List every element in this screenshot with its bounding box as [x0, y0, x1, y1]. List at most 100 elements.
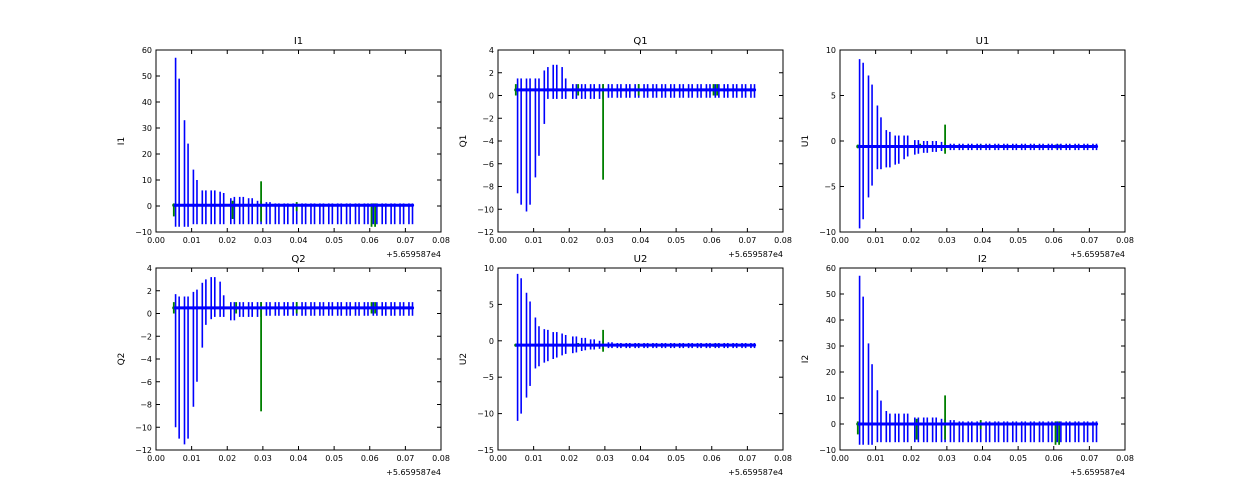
- y-tick-label: −4: [140, 355, 152, 364]
- y-tick-label: 30: [142, 124, 152, 133]
- y-tick-label: 60: [142, 46, 152, 55]
- x-tick-label: 0.05: [325, 454, 343, 463]
- x-tick-label: 0.00: [489, 454, 507, 463]
- y-tick-label: 2: [489, 69, 494, 78]
- x-tick-label: 0.06: [703, 236, 721, 245]
- x-offset-label: +5.659587e4: [1070, 468, 1125, 477]
- x-tick-label: 0.02: [902, 236, 920, 245]
- x-tick-label: 0.08: [1116, 454, 1134, 463]
- y-tick-label: 0: [831, 420, 836, 429]
- subplot-i1: 0.00 0.01 0.02 0.03 0.04 0.05 0.06 0.07 0.08 −10 0…: [117, 36, 450, 259]
- y-tick-label: 10: [826, 46, 836, 55]
- axes-frame: [497, 49, 784, 233]
- x-tick-label: 0.05: [667, 454, 685, 463]
- x-tick-label: 0.04: [632, 454, 650, 463]
- subplot-i2: 0.00 0.01 0.02 0.03 0.04 0.05 0.06 0.07 0.08 −10 0…: [801, 254, 1134, 477]
- y-tick-label: 60: [826, 264, 836, 273]
- y-tick-label: 0: [489, 92, 494, 101]
- y-tick-label: −10: [135, 228, 152, 237]
- y-tick-label: −2: [482, 114, 494, 123]
- x-tick-label: 0.03: [254, 236, 272, 245]
- subplot-q1: 0.00 0.01 0.02 0.03 0.04 0.05 0.06 0.07 0.08 −12 −…: [459, 36, 792, 259]
- x-tick-label: 0.06: [1045, 236, 1063, 245]
- x-tick-label: 0.01: [867, 236, 885, 245]
- chart-title: U1: [976, 36, 990, 47]
- y-tick-label: −8: [482, 183, 494, 192]
- y-tick-label: 20: [142, 150, 152, 159]
- x-tick-label: 0.01: [867, 454, 885, 463]
- x-tick-label: 0.05: [667, 236, 685, 245]
- y-tick-label: −12: [477, 228, 494, 237]
- x-tick-label: 0.06: [361, 454, 379, 463]
- y-tick-label: −6: [482, 160, 494, 169]
- x-tick-label: 0.01: [183, 236, 201, 245]
- x-tick-label: 0.04: [290, 236, 308, 245]
- x-tick-label: 0.02: [218, 236, 236, 245]
- y-axis-label: I2: [801, 355, 811, 363]
- x-offset-label: +5.659587e4: [728, 468, 783, 477]
- y-tick-label: −12: [135, 446, 152, 455]
- x-tick-label: 0.03: [596, 454, 614, 463]
- y-tick-label: −10: [819, 446, 836, 455]
- y-tick-label: −10: [477, 410, 494, 419]
- x-tick-label: 0.05: [1009, 454, 1027, 463]
- x-tick-label: 0.00: [831, 236, 849, 245]
- y-tick-label: −6: [140, 378, 152, 387]
- x-tick-label: 0.00: [489, 236, 507, 245]
- x-tick-label: 0.06: [361, 236, 379, 245]
- subplot-u1: 0.00 0.01 0.02 0.03 0.04 0.05 0.06 0.07 0.08 −10 −…: [801, 36, 1134, 259]
- y-tick-label: −2: [140, 332, 152, 341]
- series-primary: [515, 64, 757, 212]
- x-tick-label: 0.02: [218, 454, 236, 463]
- y-tick-label: 0: [147, 202, 152, 211]
- x-tick-label: 0.01: [525, 454, 543, 463]
- series-primary: [173, 57, 415, 227]
- y-tick-label: 4: [147, 264, 152, 273]
- axes-frame: [155, 267, 442, 451]
- y-tick-label: 2: [147, 287, 152, 296]
- y-tick-label: 10: [826, 394, 836, 403]
- series-primary: [857, 275, 1099, 445]
- plot-area: [856, 275, 1099, 445]
- x-tick-label: 0.08: [432, 454, 450, 463]
- y-tick-label: 0: [831, 137, 836, 146]
- y-tick-label: 30: [826, 342, 836, 351]
- x-tick-label: 0.01: [525, 236, 543, 245]
- plot-area: [514, 64, 757, 212]
- x-tick-label: 0.04: [632, 236, 650, 245]
- plot-area: [856, 59, 1099, 229]
- y-tick-label: 0: [489, 337, 494, 346]
- x-offset-label: +5.659587e4: [1070, 250, 1125, 259]
- y-tick-label: −10: [135, 423, 152, 432]
- chart-title: I1: [294, 36, 303, 47]
- subplot-q2: 0.00 0.01 0.02 0.03 0.04 0.05 0.06 0.07 0.08 −12 −…: [117, 254, 450, 477]
- y-tick-label: 50: [142, 72, 152, 81]
- x-tick-label: 0.07: [738, 236, 756, 245]
- y-tick-label: 50: [826, 290, 836, 299]
- x-tick-label: 0.07: [396, 236, 414, 245]
- x-offset-label: +5.659587e4: [386, 468, 441, 477]
- y-axis-label: I1: [117, 137, 127, 145]
- x-tick-label: 0.08: [432, 236, 450, 245]
- x-tick-label: 0.00: [147, 236, 165, 245]
- subplot-u2: 0.00 0.01 0.02 0.03 0.04 0.05 0.06 0.07 0.08 −15 −…: [459, 254, 792, 477]
- axes-frame: [839, 49, 1126, 233]
- series-primary: [515, 273, 757, 421]
- axes-frame: [497, 267, 784, 451]
- x-tick-label: 0.06: [1045, 454, 1063, 463]
- y-tick-label: 20: [826, 368, 836, 377]
- x-tick-label: 0.06: [703, 454, 721, 463]
- x-offset-label: +5.659587e4: [386, 250, 441, 259]
- x-tick-label: 0.02: [560, 236, 578, 245]
- x-tick-label: 0.00: [147, 454, 165, 463]
- y-axis-label: U1: [801, 135, 811, 147]
- x-tick-label: 0.03: [938, 454, 956, 463]
- y-tick-label: −4: [482, 137, 494, 146]
- x-tick-label: 0.07: [396, 454, 414, 463]
- x-tick-label: 0.03: [254, 454, 272, 463]
- x-tick-label: 0.02: [902, 454, 920, 463]
- y-tick-label: 40: [826, 316, 836, 325]
- x-tick-label: 0.07: [1080, 236, 1098, 245]
- x-tick-label: 0.08: [774, 454, 792, 463]
